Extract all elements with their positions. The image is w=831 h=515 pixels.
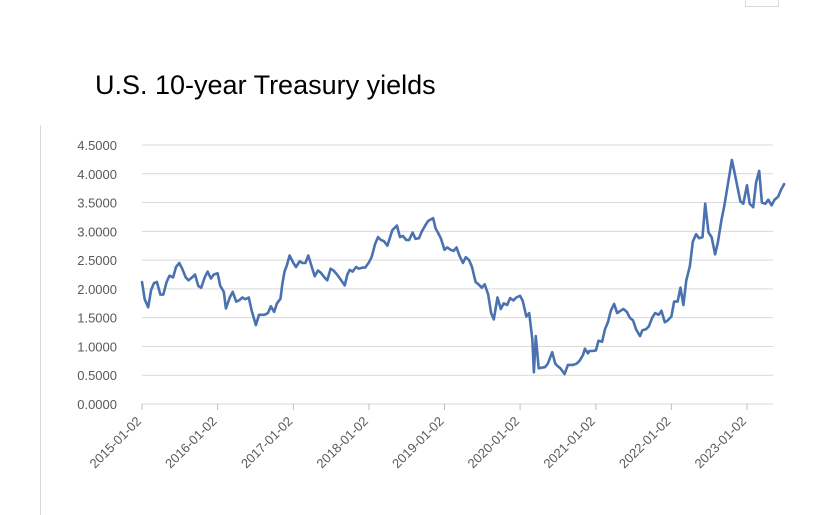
y-tick-label: 0.5000 <box>77 368 117 383</box>
y-tick-label: 0.0000 <box>77 397 117 412</box>
x-tick-label: 2018-01-02 <box>313 414 371 472</box>
x-tick-label: 2023-01-02 <box>691 414 749 472</box>
chart-title: U.S. 10-year Treasury yields <box>95 70 436 100</box>
y-axis-ticks: 0.0000 0.5000 1.0000 1.5000 2.0000 2.5000 3.00… <box>77 138 117 412</box>
x-tick-label: 2022-01-02 <box>616 414 674 472</box>
y-tick-label: 3.0000 <box>77 224 117 239</box>
y-tick-label: 4.0000 <box>77 167 117 182</box>
y-tick-label: 4.5000 <box>77 138 117 153</box>
x-tick-label: 2021-01-02 <box>540 414 598 472</box>
chart-frame-edge <box>40 125 41 515</box>
series-line <box>140 158 786 376</box>
x-tick-label: 2015-01-02 <box>86 414 144 472</box>
x-tick-label: 2016-01-02 <box>162 414 220 472</box>
y-tick-label: 1.5000 <box>77 311 117 326</box>
y-tick-label: 2.0000 <box>77 282 117 297</box>
x-axis-ticks: 2015-01-02 2016-01-02 2017-01-02 2018-01-02… <box>86 404 749 471</box>
x-tick-label: 2019-01-02 <box>389 414 447 472</box>
y-tick-label: 3.5000 <box>77 196 117 211</box>
series-group <box>140 158 786 376</box>
x-tick-label: 2020-01-02 <box>465 414 523 472</box>
y-tick-label: 1.0000 <box>77 339 117 354</box>
gridlines <box>142 144 773 376</box>
y-tick-label: 2.5000 <box>77 253 117 268</box>
x-tick-label: 2017-01-02 <box>238 414 296 472</box>
corner-frame-fragment <box>745 0 779 7</box>
